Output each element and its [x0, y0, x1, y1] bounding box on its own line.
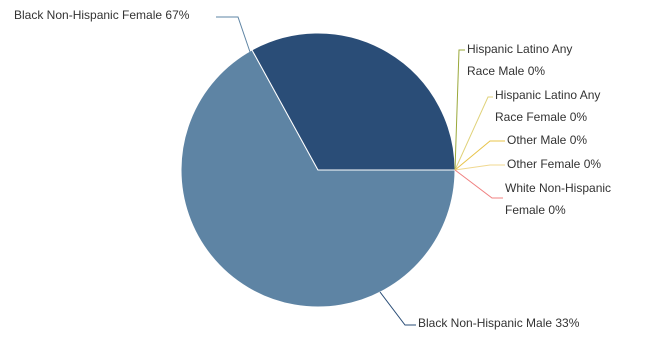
connector-black-non-hispanic-female	[216, 16, 251, 53]
data-label-line: Race Male 0%	[467, 64, 545, 78]
connector-black-non-hispanic-male	[379, 291, 416, 326]
labels-layer: Black Non-Hispanic Female 67% Black Non-H…	[14, 8, 611, 330]
data-label-hispanic-latino-any-race-female: Hispanic Latino Any Race Female 0%	[495, 88, 600, 124]
data-label-line: White Non-Hispanic	[505, 181, 611, 195]
data-label-white-non-hispanic-female: White Non-Hispanic Female 0%	[505, 181, 611, 217]
connector-other-male	[454, 140, 505, 171]
data-label-line: Hispanic Latino Any	[467, 42, 572, 56]
data-label-other-female: Other Female 0%	[507, 157, 601, 171]
data-label-line: Other Male 0%	[507, 133, 587, 147]
connector-hispanic-latino-any-race-male	[454, 49, 465, 171]
data-label-line: Black Non-Hispanic Male 33%	[418, 316, 580, 330]
connector-hispanic-latino-any-race-female	[454, 96, 493, 171]
connector-other-female	[454, 164, 505, 171]
pie-slice-black-non-hispanic-female[interactable]	[180, 49, 456, 308]
data-label-other-male: Other Male 0%	[507, 133, 587, 147]
connector-white-non-hispanic-female	[454, 169, 503, 199]
data-label-hispanic-latino-any-race-male: Hispanic Latino Any Race Male 0%	[467, 42, 572, 78]
data-label-line: Hispanic Latino Any	[495, 88, 600, 102]
data-label-line: Female 0%	[505, 203, 566, 217]
data-label-line: Black Non-Hispanic Female 67%	[14, 8, 190, 22]
connectors-layer	[216, 16, 505, 326]
data-label-line: Other Female 0%	[507, 157, 601, 171]
slices-layer	[180, 32, 456, 308]
data-label-black-non-hispanic-male: Black Non-Hispanic Male 33%	[418, 316, 580, 330]
data-label-black-non-hispanic-female: Black Non-Hispanic Female 67%	[14, 8, 190, 22]
pie-slice-black-non-hispanic-male[interactable]	[251, 32, 456, 171]
data-label-line: Race Female 0%	[495, 110, 587, 124]
